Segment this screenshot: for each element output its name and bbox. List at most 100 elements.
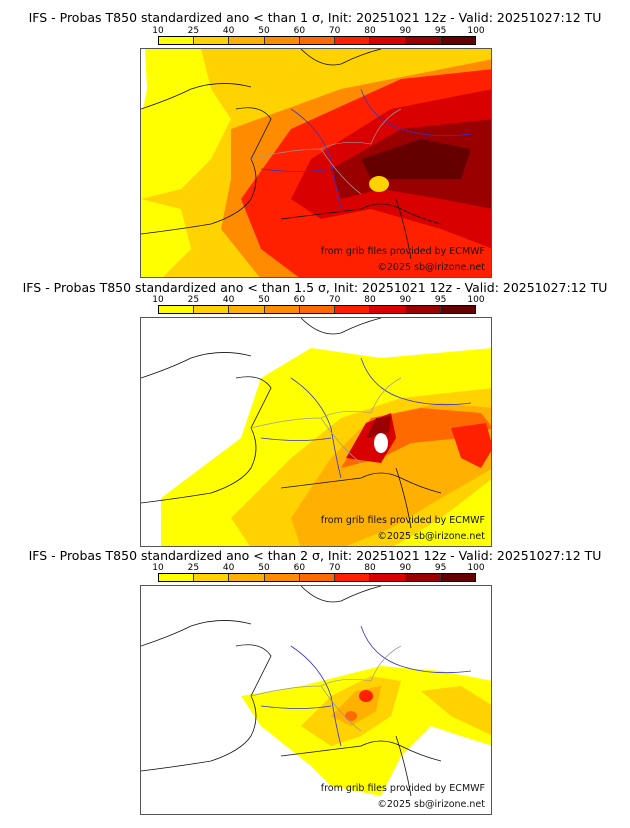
colorbar-swatch <box>335 37 371 44</box>
colorbar-tick-label: 100 <box>467 295 485 305</box>
colorbar-tick-label: 60 <box>293 563 306 573</box>
colorbar-swatch <box>405 306 441 313</box>
colorbar-swatch <box>229 37 265 44</box>
rivers <box>260 357 472 479</box>
colorbar-swatches-2 <box>158 305 476 314</box>
colorbar-tick-label: 90 <box>399 26 412 36</box>
colorbar-tick-label: 25 <box>187 295 200 305</box>
panel-title-3: IFS - Probas T850 standardized ano < tha… <box>28 548 602 563</box>
prob-field-60-70 <box>345 711 357 721</box>
colorbar-tick-label: 50 <box>258 26 270 36</box>
colorbar-swatch <box>264 37 300 44</box>
panel-title-2: IFS - Probas T850 standardized ano < tha… <box>22 280 608 295</box>
colorbar-swatch <box>194 37 230 44</box>
colorbar-tick-label: 95 <box>434 295 447 305</box>
colorbar-swatch <box>159 574 195 581</box>
colorbar-swatches-1 <box>158 36 476 45</box>
credit-copyright-1: ©2025 sb@irizone.net <box>377 262 485 273</box>
colorbar-tick-label: 40 <box>222 26 235 36</box>
admin-borders <box>250 377 402 464</box>
colorbar-tick-label: 70 <box>328 26 341 36</box>
colorbar-tick-label: 100 <box>467 563 485 573</box>
colorbar-tick-label: 10 <box>152 26 164 36</box>
map-svg-2 <box>141 318 491 546</box>
colorbar-tick-label: 70 <box>328 563 341 573</box>
colorbar-swatch <box>229 574 265 581</box>
map-svg-1 <box>141 49 491 277</box>
colorbar-ticks-2: 10 25 40 50 60 70 80 90 95 100 <box>152 295 484 305</box>
colorbar-tick-label: 80 <box>364 563 376 573</box>
colorbar-swatch <box>370 37 406 44</box>
colorbar-ticks-1: 10 25 40 50 60 70 80 90 95 100 <box>152 26 484 36</box>
colorbar-tick-label: 80 <box>364 295 376 305</box>
prob-field-90-95 <box>366 416 391 438</box>
colorbar-tick-label: 10 <box>152 563 164 573</box>
rivers <box>260 625 472 747</box>
colorbar-tick-label: 25 <box>187 563 200 573</box>
colorbar-swatch <box>299 306 336 313</box>
colorbar-swatch <box>440 306 475 313</box>
colorbar-tick-label: 60 <box>293 295 306 305</box>
credit-source-3: from grib files provided by ECMWF <box>320 783 485 794</box>
colorbar-swatch <box>159 306 195 313</box>
colorbar-tick-label: 90 <box>399 295 412 305</box>
rivers <box>260 88 472 210</box>
colorbar-swatch <box>370 306 406 313</box>
prob-field-70-80 <box>451 423 491 468</box>
colorbar-swatch <box>194 306 230 313</box>
colorbar-2: 10 25 40 50 60 70 80 90 95 100 <box>152 295 485 314</box>
colorbar-tick-label: 50 <box>258 563 270 573</box>
prob-field-local-min <box>369 176 389 192</box>
credit-copyright-2: ©2025 sb@irizone.net <box>377 531 485 542</box>
colorbar-tick-label: 70 <box>328 295 341 305</box>
colorbar-tick-label: 40 <box>222 563 235 573</box>
colorbar-tick-label: 25 <box>187 26 200 36</box>
colorbar-3: 10 25 40 50 60 70 80 90 95 100 <box>152 563 485 582</box>
colorbar-tick-label: 95 <box>434 563 447 573</box>
coastline <box>141 586 442 797</box>
map-panel-3: from grib files provided by ECMWF ©2025 … <box>140 585 492 815</box>
colorbar-swatch <box>264 306 300 313</box>
colorbar-tick-label: 40 <box>222 295 235 305</box>
colorbar-swatch <box>194 574 230 581</box>
colorbar-swatch <box>440 574 475 581</box>
prob-field-25-40 <box>421 686 491 736</box>
colorbar-swatch <box>229 306 265 313</box>
map-panel-1: from grib files provided by ECMWF ©2025 … <box>140 48 492 278</box>
coastline <box>141 318 442 529</box>
colorbar-tick-label: 90 <box>399 563 412 573</box>
no-data-area <box>141 49 147 109</box>
admin-borders <box>250 645 402 732</box>
colorbar-tick-label: 10 <box>152 295 164 305</box>
credit-copyright-3: ©2025 sb@irizone.net <box>377 799 485 810</box>
prob-field-10-25 <box>141 49 231 199</box>
coastline <box>141 49 442 260</box>
colorbar-swatch <box>405 37 441 44</box>
map-panel-2: from grib files provided by ECMWF ©2025 … <box>140 317 492 547</box>
colorbar-swatch <box>405 574 441 581</box>
colorbar-swatch <box>264 574 300 581</box>
admin-borders <box>250 108 402 195</box>
colorbar-ticks-3: 10 25 40 50 60 70 80 90 95 100 <box>152 563 484 573</box>
colorbar-swatches-3 <box>158 573 476 582</box>
prob-field-10-25 <box>141 199 191 277</box>
prob-field-95-100 <box>361 139 471 179</box>
colorbar-1: 10 25 40 50 60 70 80 90 95 100 <box>152 26 485 45</box>
colorbar-tick-label: 100 <box>467 26 485 36</box>
map-svg-3 <box>141 586 491 814</box>
colorbar-swatch <box>335 306 371 313</box>
colorbar-swatch <box>299 37 336 44</box>
credit-source-1: from grib files provided by ECMWF <box>320 246 485 257</box>
credit-source-2: from grib files provided by ECMWF <box>320 515 485 526</box>
colorbar-tick-label: 80 <box>364 26 376 36</box>
panel-title-1: IFS - Probas T850 standardized ano < tha… <box>28 10 602 25</box>
prob-field-local-min <box>374 433 388 453</box>
colorbar-swatch <box>440 37 475 44</box>
colorbar-swatch <box>299 574 336 581</box>
colorbar-tick-label: 60 <box>293 26 306 36</box>
colorbar-swatch <box>335 574 371 581</box>
colorbar-swatch <box>370 574 406 581</box>
colorbar-tick-label: 50 <box>258 295 270 305</box>
prob-field-70-80 <box>359 690 373 702</box>
colorbar-tick-label: 95 <box>434 26 447 36</box>
